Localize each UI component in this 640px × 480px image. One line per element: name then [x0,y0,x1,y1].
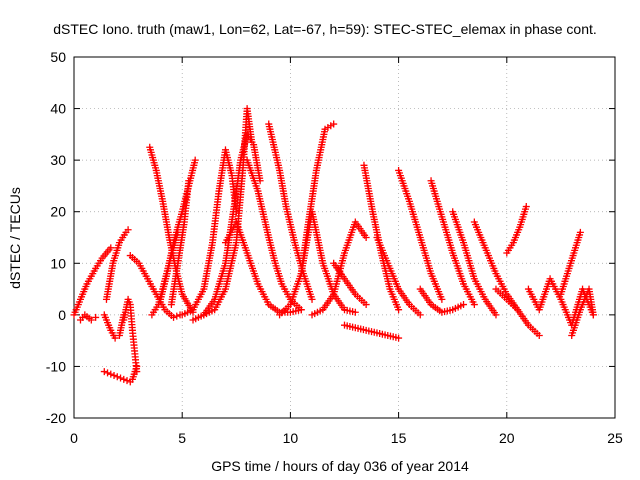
data-point-marker [173,312,181,320]
chart-title: dSTEC Iono. truth (maw1, Lon=62, Lat=-67… [53,21,597,37]
data-point-marker [113,373,121,381]
data-track [416,285,468,316]
x-tick-label: 20 [499,430,515,446]
data-track [427,177,478,309]
data-points [70,105,597,386]
x-tick-label: 10 [283,430,299,446]
x-tick-label: 25 [607,430,623,446]
data-point-marker [362,234,370,241]
data-point-marker [470,301,478,309]
data-point-marker [460,301,468,309]
data-point-marker [535,331,543,339]
data-point-marker [362,301,370,309]
data-track [503,203,530,257]
data-point-marker [492,311,500,319]
data-point-marker [111,334,119,342]
data-point-marker [185,177,193,185]
y-axis-label: dSTEC / TECUs [7,187,23,289]
data-track [70,244,115,319]
data-point-marker [395,306,403,314]
y-tick-label: 30 [50,152,66,168]
data-point-marker [107,370,115,378]
data-point-marker [308,295,316,303]
data-point-marker [191,156,199,164]
data-point-marker [87,316,95,324]
data-point-marker [133,368,141,376]
data-point-marker [117,374,125,382]
data-track [373,234,424,319]
data-point-marker [438,295,446,303]
data-point-marker [416,311,424,319]
data-point-marker [104,369,112,377]
data-track [200,105,255,319]
data-track [308,218,370,319]
data-point-marker [170,313,178,321]
data-point-marker [351,308,359,316]
y-tick-label: -10 [46,358,66,374]
data-track [167,177,193,309]
y-tick-label: -20 [46,410,66,426]
data-point-marker [330,120,338,128]
grid [74,57,615,418]
data-point-marker [522,203,530,211]
axis-ticks: 0 5 10 15 20 25 -20 -10 0 10 20 30 40 50 [46,49,623,446]
x-tick-label: 15 [391,430,407,446]
x-axis-label: GPS time / hours of day 036 of year 2014 [211,458,469,474]
data-track [221,218,305,316]
plot-frame [73,56,616,419]
data-point-marker [589,311,597,319]
data-track [568,285,597,339]
data-point-marker [92,313,100,321]
x-tick-label: 5 [178,430,186,446]
data-point-marker [124,226,132,234]
data-track [360,161,403,314]
data-point-marker [123,377,131,385]
data-track [102,226,132,303]
x-tick-label: 0 [70,430,78,446]
data-point-marker [100,368,108,376]
data-track [243,156,305,314]
data-point-marker [247,136,255,144]
data-track [470,218,522,314]
data-track [449,208,500,319]
data-track [76,311,100,324]
data-point-marker [395,334,403,342]
data-track [120,295,141,376]
data-point-marker [576,228,584,236]
y-tick-label: 20 [50,204,66,220]
data-track [557,228,584,298]
data-track [189,130,264,324]
data-point-marker [297,306,305,314]
data-point-marker [107,244,115,252]
data-track [492,285,543,339]
data-point-marker [110,371,118,379]
y-tick-label: 0 [58,307,66,323]
y-tick-label: 10 [50,255,66,271]
data-track [341,321,403,342]
data-track [297,208,359,316]
data-track [395,166,446,303]
data-point-marker [120,375,128,383]
y-tick-label: 50 [50,49,66,65]
y-tick-label: 40 [50,101,66,117]
data-track [100,311,128,342]
data-track [330,259,370,309]
